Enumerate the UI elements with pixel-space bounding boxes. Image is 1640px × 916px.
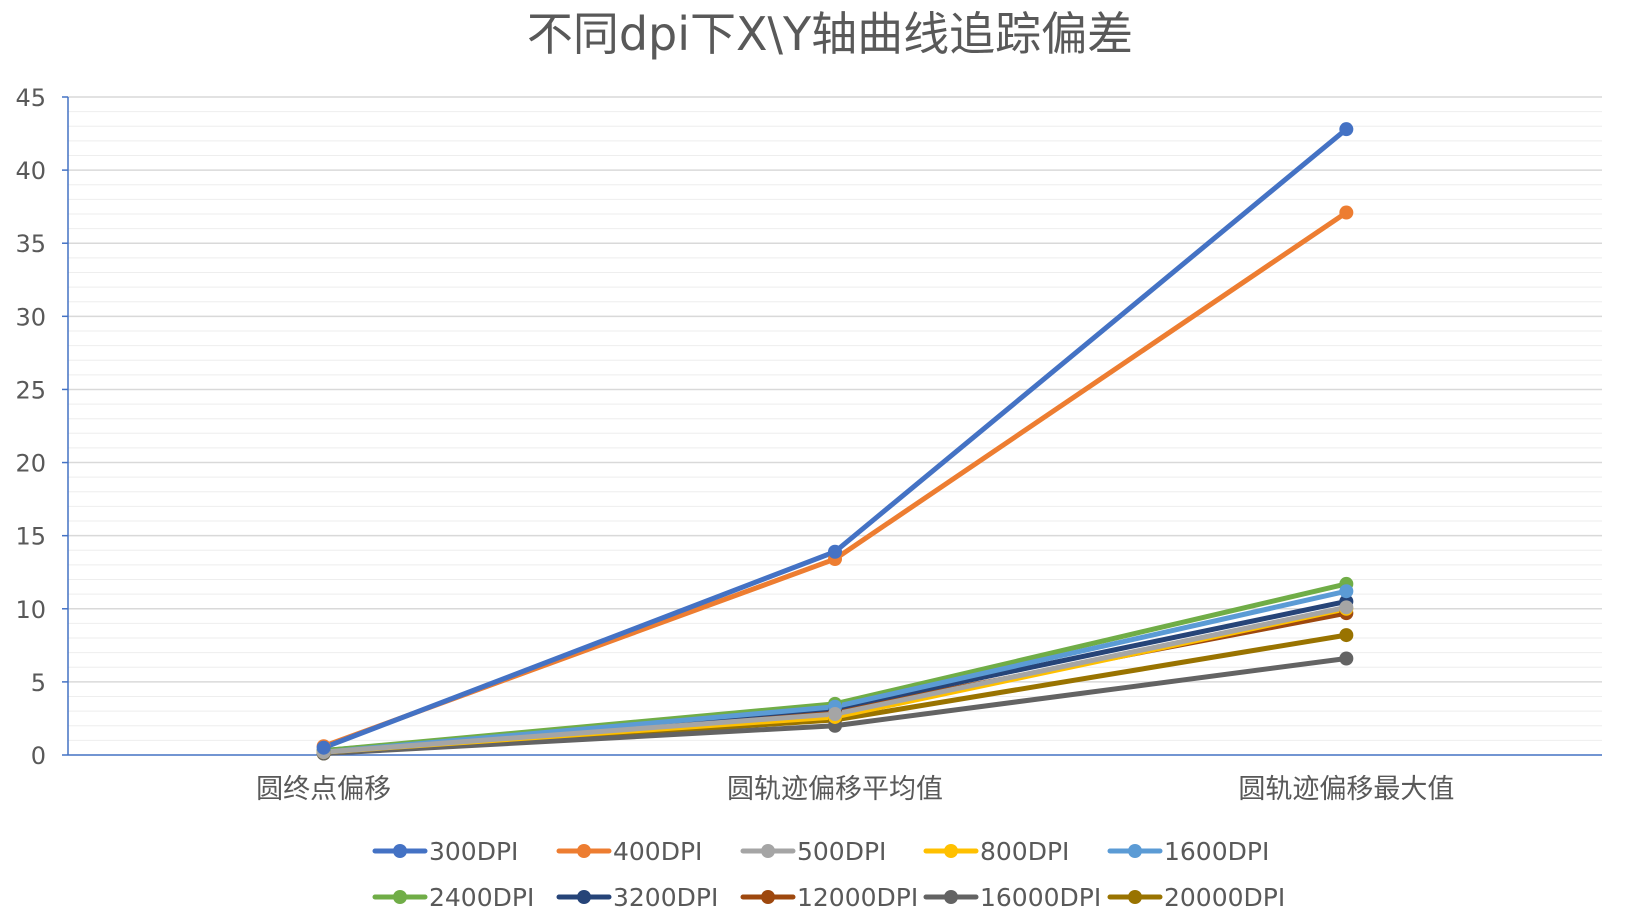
y-tick-label: 20 — [15, 450, 46, 478]
y-tick-label: 25 — [15, 376, 46, 404]
y-axis-tick-labels: 0 5 10 15 20 25 30 35 40 45 — [15, 84, 46, 770]
x-category-label: 圆轨迹偏移平均值 — [727, 774, 943, 805]
data-point — [316, 740, 331, 755]
series-lines — [321, 126, 1349, 757]
legend-swatch-marker — [944, 844, 958, 858]
legend-swatch-marker — [761, 844, 775, 858]
y-tick-label: 40 — [15, 157, 46, 185]
series-points — [316, 122, 1354, 761]
legend: 300DPI 400DPI 500DPI 800DPI 1600DPI 2400DPI 32… — [372, 837, 1285, 912]
legend-label: 800DPI — [980, 837, 1069, 866]
legend-label: 2400DPI — [429, 883, 534, 912]
legend-swatch-marker — [393, 844, 407, 858]
legend-swatch-marker — [577, 890, 591, 904]
legend-label: 500DPI — [797, 837, 886, 866]
legend-swatch-marker — [393, 890, 407, 904]
legend-label: 3200DPI — [613, 883, 718, 912]
legend-swatch-marker — [1128, 890, 1142, 904]
legend-swatch-marker — [761, 890, 775, 904]
legend-label: 20000DPI — [1164, 883, 1285, 912]
legend-swatch-marker — [944, 890, 958, 904]
y-tick-label: 0 — [31, 742, 46, 770]
data-point — [1339, 122, 1354, 137]
y-tick-label: 15 — [15, 523, 46, 551]
data-point — [1339, 651, 1354, 666]
legend-label: 400DPI — [613, 837, 702, 866]
legend-label: 16000DPI — [980, 883, 1101, 912]
y-tick-label: 30 — [15, 303, 46, 331]
data-point — [1339, 600, 1354, 615]
data-point — [828, 544, 842, 559]
y-tick-label: 35 — [15, 230, 46, 258]
legend-label: 12000DPI — [797, 883, 918, 912]
legend-label: 1600DPI — [1164, 837, 1269, 866]
chart-title: 不同dpi下X\Y轴曲线追踪偏差 — [527, 7, 1133, 61]
y-tick-label: 45 — [15, 84, 46, 112]
data-point — [1339, 628, 1354, 643]
data-point — [1339, 584, 1354, 599]
minor-gridlines — [68, 111, 1602, 741]
y-tick-label: 10 — [15, 596, 46, 624]
axes — [62, 96, 1602, 756]
legend-swatch-marker — [1128, 844, 1142, 858]
legend-label: 300DPI — [429, 837, 518, 866]
x-category-label: 圆轨迹偏移最大值 — [1238, 774, 1454, 805]
data-point — [828, 707, 842, 722]
x-axis-category-labels: 圆终点偏移 圆轨迹偏移平均值 圆轨迹偏移最大值 — [256, 774, 1454, 805]
y-tick-label: 5 — [31, 669, 46, 697]
series-line — [321, 210, 1349, 749]
data-point — [1339, 205, 1354, 220]
series-line — [321, 126, 1349, 751]
x-category-label: 圆终点偏移 — [256, 774, 391, 805]
legend-swatch-marker — [577, 844, 591, 858]
